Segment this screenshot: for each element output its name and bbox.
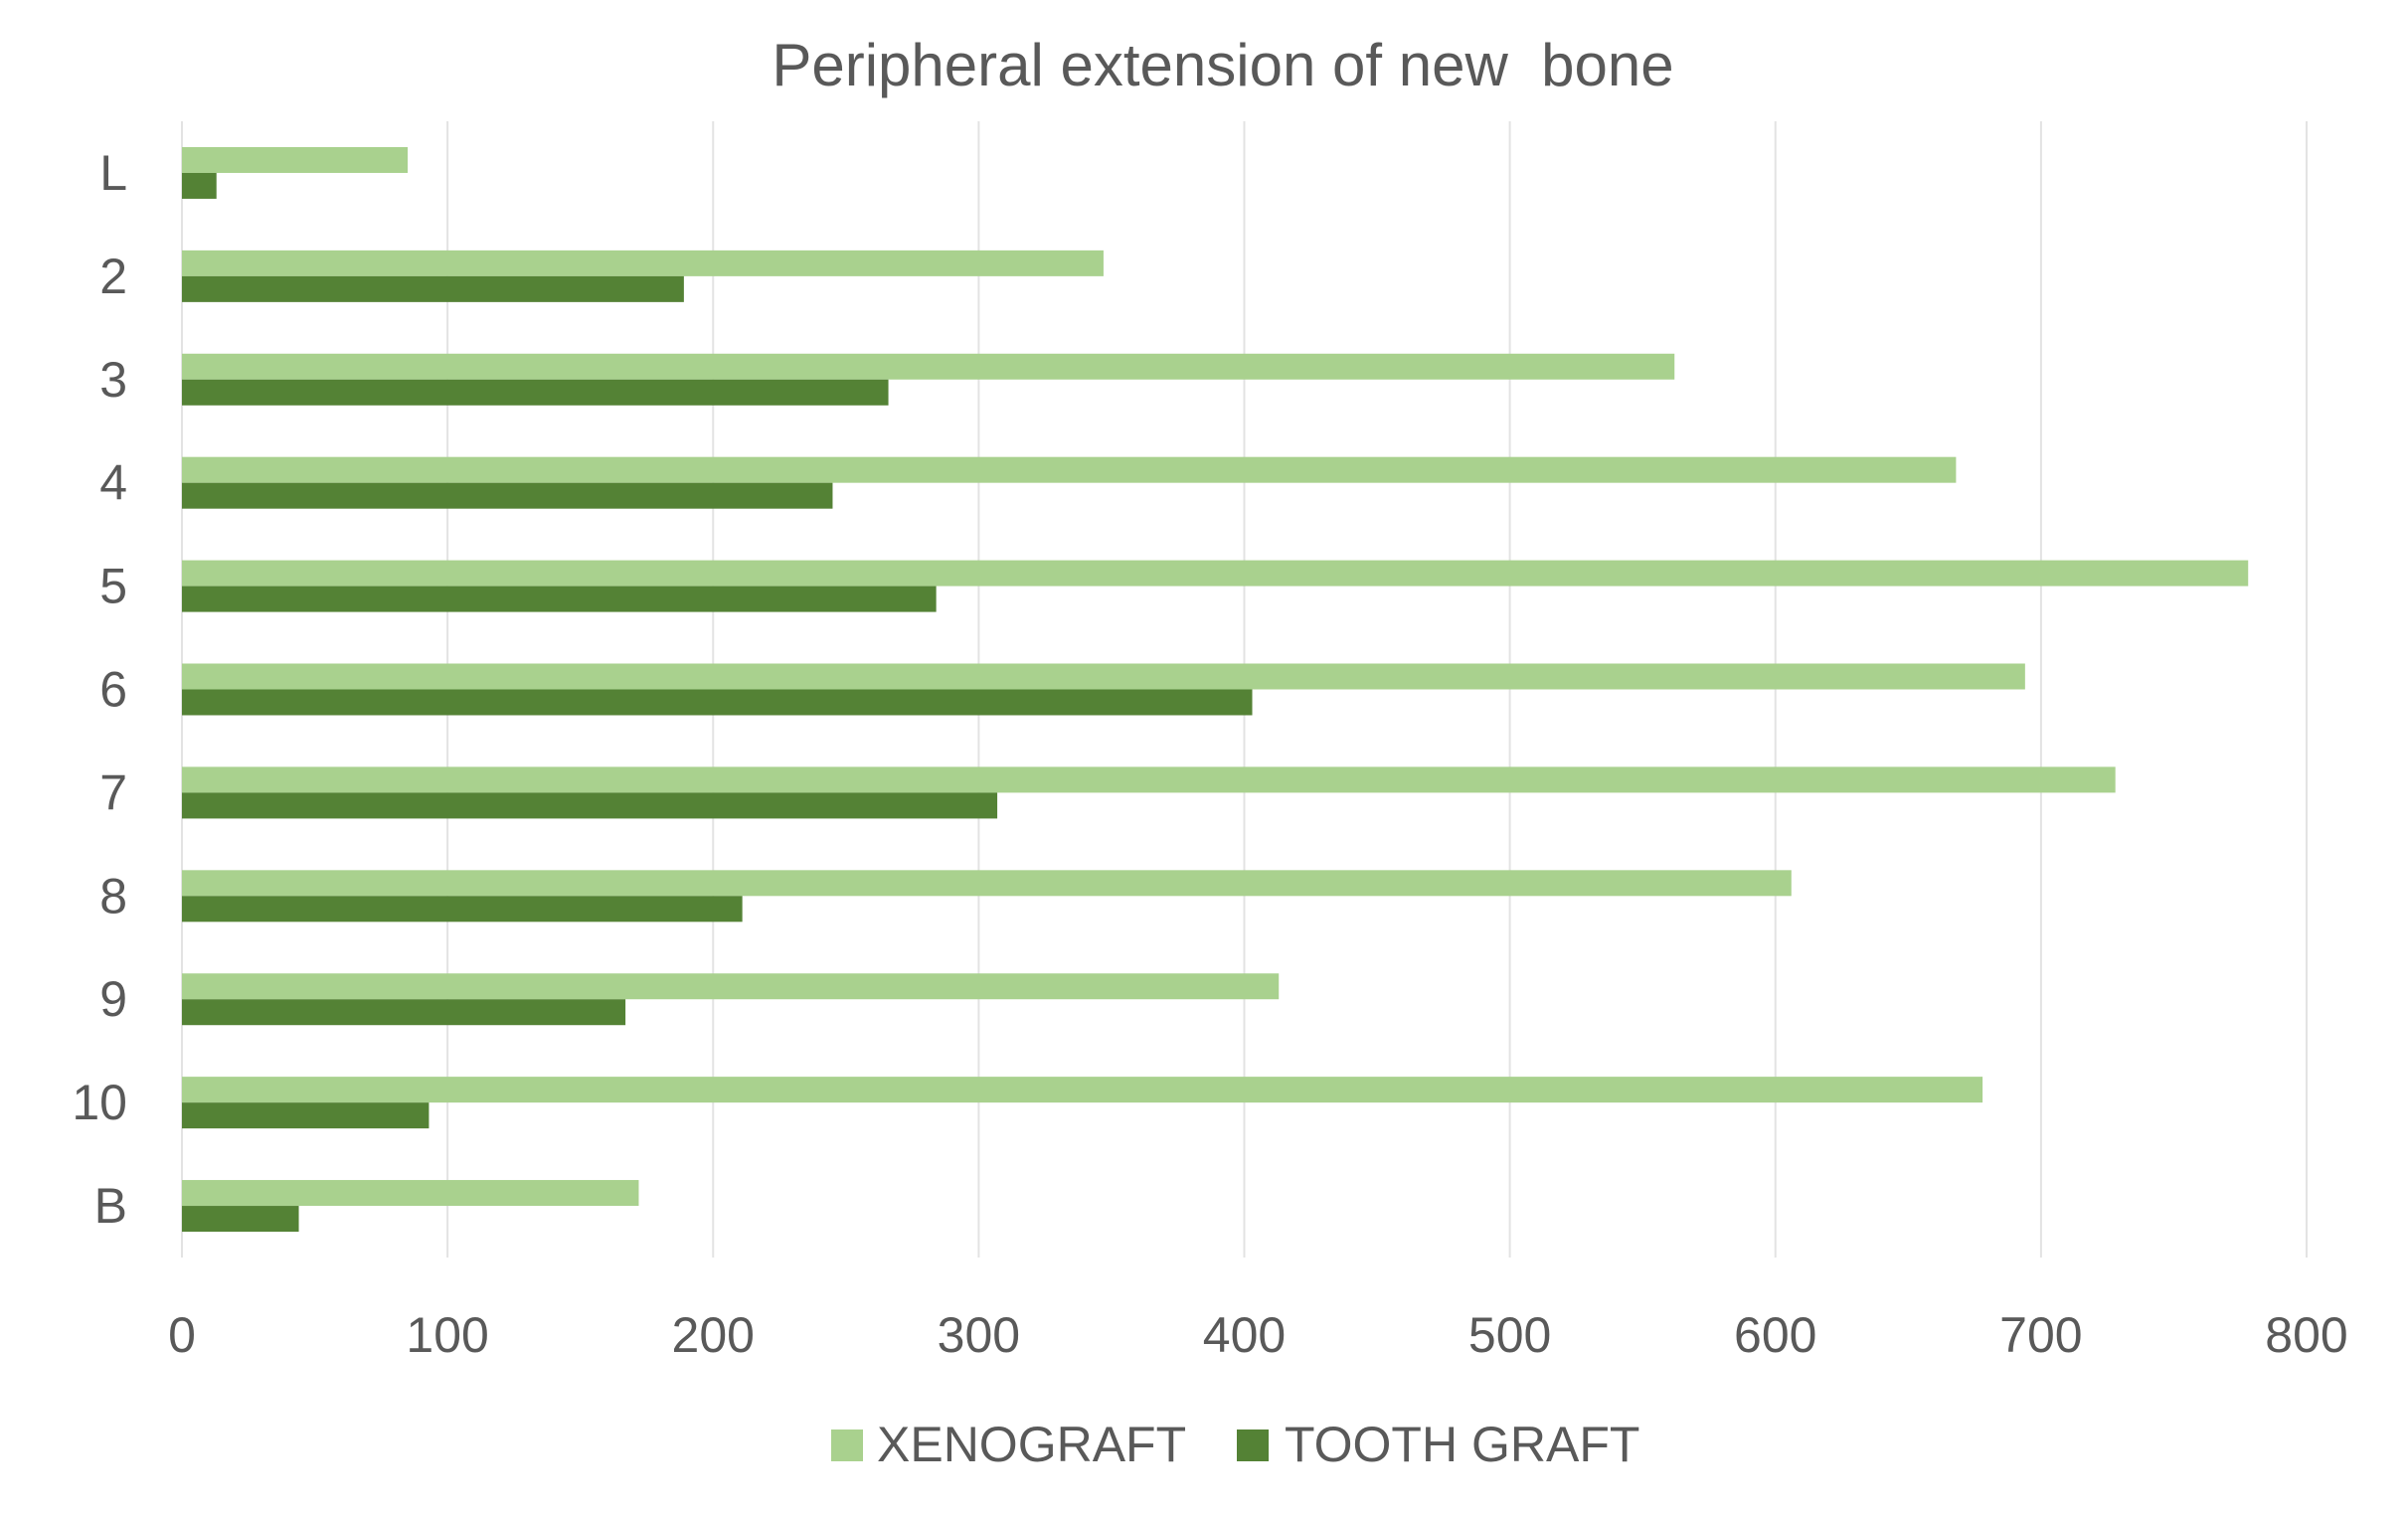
bar-tooth-graft-8 bbox=[182, 896, 743, 923]
x-tick-label: 300 bbox=[938, 1307, 1020, 1363]
y-tick-label: 10 bbox=[72, 1075, 127, 1130]
x-tick-label: 200 bbox=[672, 1307, 755, 1363]
bar-xenograft-5 bbox=[182, 560, 2249, 587]
bar-tooth-graft-9 bbox=[182, 999, 626, 1026]
y-tick-label: 7 bbox=[99, 764, 127, 820]
bar-xenograft-6 bbox=[182, 663, 2025, 690]
x-tick-label: 600 bbox=[1734, 1307, 1816, 1363]
bar-xenograft-10 bbox=[182, 1077, 1983, 1103]
bar-xenograft-2 bbox=[182, 250, 1104, 276]
x-tick-label: 400 bbox=[1203, 1307, 1286, 1363]
bar-xenograft-3 bbox=[182, 353, 1675, 380]
legend-label-xenograft: XENOGRAFT bbox=[877, 1417, 1186, 1472]
y-tick-label: 4 bbox=[99, 455, 127, 511]
y-tick-label: B bbox=[94, 1178, 127, 1234]
legend: XENOGRAFT TOOTH GRAFT bbox=[831, 1417, 1639, 1472]
y-tick-label: 3 bbox=[99, 352, 127, 408]
legend-swatch-xenograft bbox=[831, 1429, 863, 1461]
x-tick-label: 700 bbox=[1999, 1307, 2082, 1363]
bar-tooth-graft-2 bbox=[182, 275, 684, 302]
bar-xenograft-4 bbox=[182, 456, 1957, 483]
x-tick-label: 800 bbox=[2265, 1307, 2347, 1363]
x-tick-label: 100 bbox=[406, 1307, 488, 1363]
bar-tooth-graft-L bbox=[182, 172, 217, 199]
bar-tooth-graft-7 bbox=[182, 792, 998, 819]
x-tick-label: 500 bbox=[1468, 1307, 1551, 1363]
bar-tooth-graft-3 bbox=[182, 379, 889, 406]
y-tick-label: L bbox=[99, 145, 127, 201]
x-axis-tick-labels: 0 100 200 300 400 500 600 700 800 bbox=[168, 1307, 2348, 1363]
y-tick-label: 6 bbox=[99, 662, 127, 718]
y-tick-label: 9 bbox=[99, 971, 127, 1027]
bar-tooth-graft-5 bbox=[182, 586, 937, 612]
bar-xenograft-9 bbox=[182, 973, 1280, 1000]
y-tick-label: 2 bbox=[99, 249, 127, 304]
y-tick-label: 8 bbox=[99, 868, 127, 924]
chart-title: Peripheral extension of new bone bbox=[772, 32, 1673, 98]
bar-xenograft-7 bbox=[182, 766, 2116, 793]
bar-xenograft-L bbox=[182, 146, 409, 173]
bar-tooth-graft-10 bbox=[182, 1102, 430, 1129]
x-tick-label: 0 bbox=[168, 1307, 196, 1363]
y-tick-label: 5 bbox=[99, 559, 127, 614]
bar-tooth-graft-6 bbox=[182, 689, 1253, 716]
bars bbox=[182, 146, 2249, 1233]
bar-tooth-graft-B bbox=[182, 1206, 299, 1233]
bar-xenograft-B bbox=[182, 1180, 639, 1207]
legend-swatch-tooth-graft bbox=[1237, 1429, 1269, 1461]
y-axis-tick-labels: L 2 3 4 5 6 7 8 9 10 B bbox=[72, 145, 127, 1234]
legend-label-tooth-graft: TOOTH GRAFT bbox=[1285, 1417, 1639, 1472]
bar-xenograft-8 bbox=[182, 870, 1792, 897]
bar-tooth-graft-4 bbox=[182, 482, 833, 509]
